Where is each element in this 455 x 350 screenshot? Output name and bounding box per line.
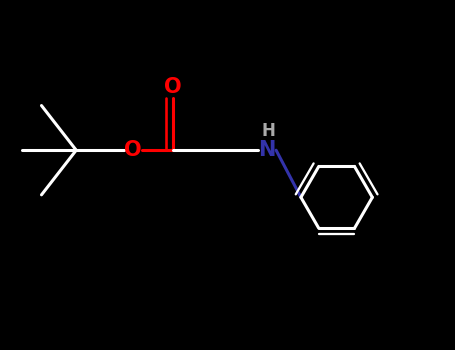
Text: O: O	[124, 140, 142, 160]
Text: O: O	[164, 77, 182, 97]
Text: H: H	[261, 122, 275, 140]
Text: N: N	[258, 140, 276, 160]
